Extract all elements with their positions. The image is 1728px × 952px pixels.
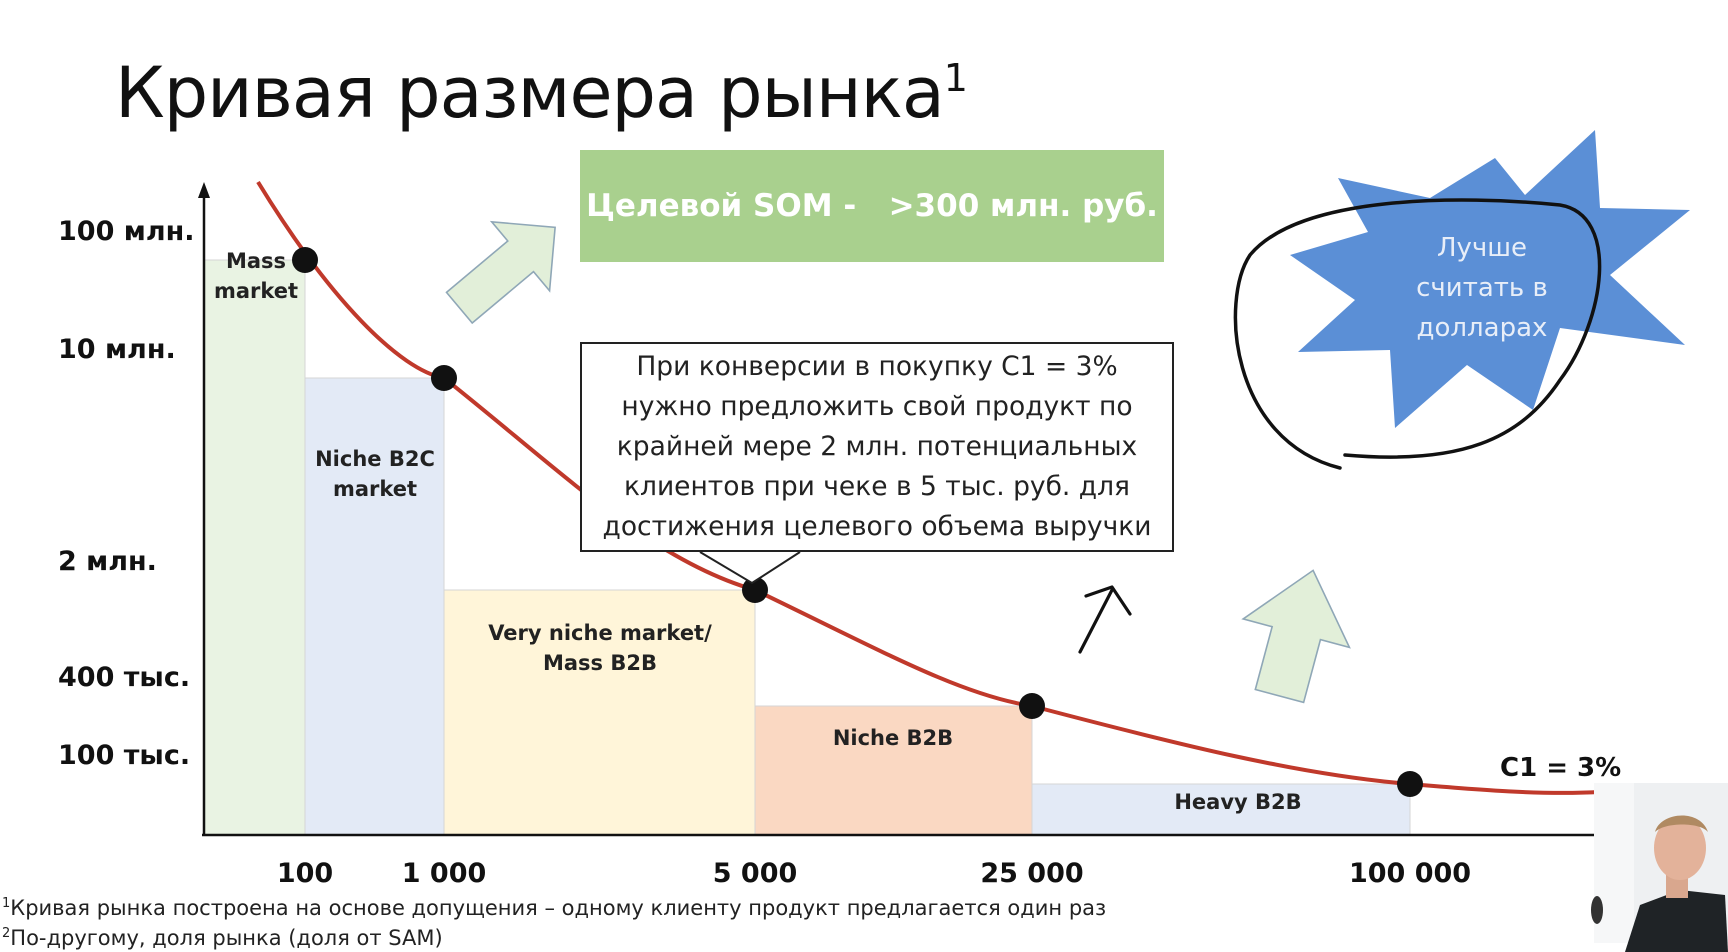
star-text-line: Лучше	[1437, 233, 1527, 263]
segment-label: Mass B2B	[543, 651, 657, 675]
x-tick-label: 25 000	[980, 858, 1083, 889]
x-tick-label: 100	[277, 858, 333, 889]
footnote-mark: 2	[2, 926, 11, 941]
segment-label: Niche B2C	[315, 447, 435, 471]
segment-region	[754, 705, 1033, 836]
callout-line: нужно предложить свой продукт по	[621, 391, 1133, 422]
footnote-2: 2По-другому, доля рынка (доля от SAM)	[2, 926, 443, 950]
star-text-line: долларах	[1417, 313, 1548, 343]
curve-point	[742, 577, 768, 603]
up-arrow-icon	[1241, 569, 1351, 704]
curve-label: С1 = 3%	[1500, 753, 1621, 783]
footnote-mark: 1	[2, 896, 11, 911]
footnote-1: 1Кривая рынка построена на основе допуще…	[2, 896, 1106, 920]
chart-axes	[198, 182, 1600, 837]
y-tick-label: 10 млн.	[58, 334, 176, 365]
x-tick-label: 1 000	[402, 858, 487, 889]
segment-label: Niche B2B	[833, 726, 953, 750]
y-tick-label: 400 тыс.	[58, 662, 190, 693]
callout-line: При конверсии в покупку С1 = 3%	[636, 351, 1118, 382]
callout-line: достижения целевого объема выручки	[602, 511, 1152, 542]
segment-label: Mass	[226, 249, 286, 273]
y-tick-label: 2 млн.	[58, 546, 157, 577]
curve-point	[431, 365, 457, 391]
market-curve: С1 = 3%	[256, 180, 1621, 797]
y-tick-label: 100 тыс.	[58, 740, 190, 771]
webcam-thumbnail	[1591, 783, 1728, 952]
star-text-line: считать в	[1416, 273, 1548, 303]
x-tick-label: 5 000	[713, 858, 798, 889]
handwritten-arrow-icon	[1078, 585, 1132, 654]
segment-region	[1031, 783, 1411, 836]
segment-label: market	[333, 477, 417, 501]
up-right-arrow-icon	[445, 220, 556, 325]
conversion-callout: При конверсии в покупку С1 = 3% нужно пр…	[580, 342, 1174, 552]
y-tick-label: 100 млн.	[58, 216, 195, 247]
segment-label: market	[214, 279, 298, 303]
callout-pointer	[699, 551, 801, 585]
market-segments: Mass market Niche B2C market Very niche mark…	[203, 249, 1411, 836]
segment-region	[203, 259, 306, 836]
axis-ticks: 100 млн. 10 млн. 2 млн. 400 тыс. 100 тыс. 100…	[58, 216, 1471, 889]
curve-point	[1397, 771, 1423, 797]
slide-title: Кривая размера рынка1	[115, 52, 968, 134]
segment-label: Heavy B2B	[1174, 790, 1301, 814]
slide-title-text: Кривая размера рынка	[115, 52, 945, 134]
x-tick-label: 100 000	[1349, 858, 1471, 889]
callout-line: клиентов при чеке в 5 тыс. руб. для	[624, 471, 1130, 502]
title-footnote-mark: 1	[943, 56, 968, 100]
footnote-text: Кривая рынка построена на основе допущен…	[10, 896, 1107, 920]
curve-point	[1019, 693, 1045, 719]
target-som-box: Целевой SOM - >300 млн. руб.	[580, 150, 1164, 262]
segment-label: Very niche market/	[488, 621, 712, 645]
handwritten-circle	[1233, 198, 1602, 470]
curve-point	[292, 247, 318, 273]
segment-region	[443, 589, 756, 836]
callout-line: крайней мере 2 млн. потенциальных	[616, 431, 1138, 462]
footnote-text: По-другому, доля рынка (доля от SAM)	[10, 926, 443, 950]
